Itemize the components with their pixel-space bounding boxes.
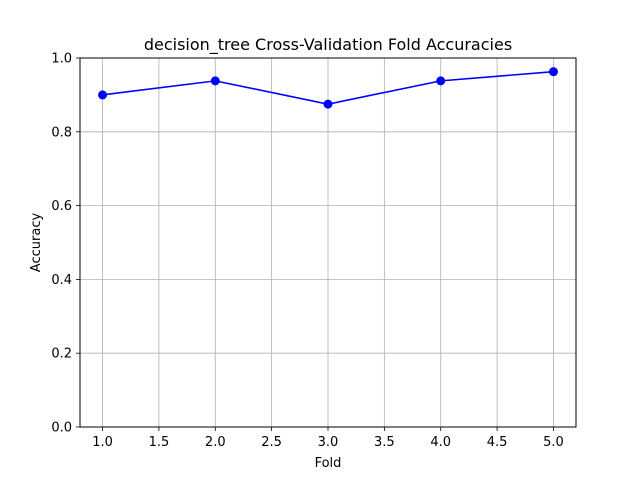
data-point [210, 76, 220, 86]
x-tick-label: 2.5 [261, 435, 282, 450]
x-tick-label: 1.5 [149, 435, 170, 450]
data-point [98, 90, 108, 100]
x-tick-label: 1.0 [92, 435, 113, 450]
data-point [548, 67, 558, 77]
x-tick-label: 2.0 [205, 435, 226, 450]
x-tick-label: 4.5 [487, 435, 508, 450]
x-tick-label: 4.0 [430, 435, 451, 450]
series-layer [98, 67, 558, 109]
y-axis-label: Accuracy [29, 213, 44, 273]
axis-ticks: 1.0 1.5 2.0 2.5 3.0 3.5 4.0 4.5 5.0 0.0 0.2 0.4 0.6 0… [51, 52, 563, 451]
y-tick-label: 0.4 [51, 273, 72, 288]
y-tick-label: 0.6 [51, 199, 72, 214]
x-axis-label: Fold [315, 456, 342, 471]
chart-title: decision_tree Cross-Validation Fold Accu… [144, 35, 512, 55]
x-tick-label: 3.5 [374, 435, 395, 450]
y-tick-label: 0.2 [51, 347, 72, 362]
y-tick-label: 0.0 [51, 421, 72, 436]
data-point [323, 99, 333, 109]
y-tick-label: 1.0 [51, 52, 72, 67]
y-tick-label: 0.8 [51, 125, 72, 140]
x-tick-label: 5.0 [543, 435, 564, 450]
x-tick-label: 3.0 [318, 435, 339, 450]
data-point [436, 76, 446, 86]
